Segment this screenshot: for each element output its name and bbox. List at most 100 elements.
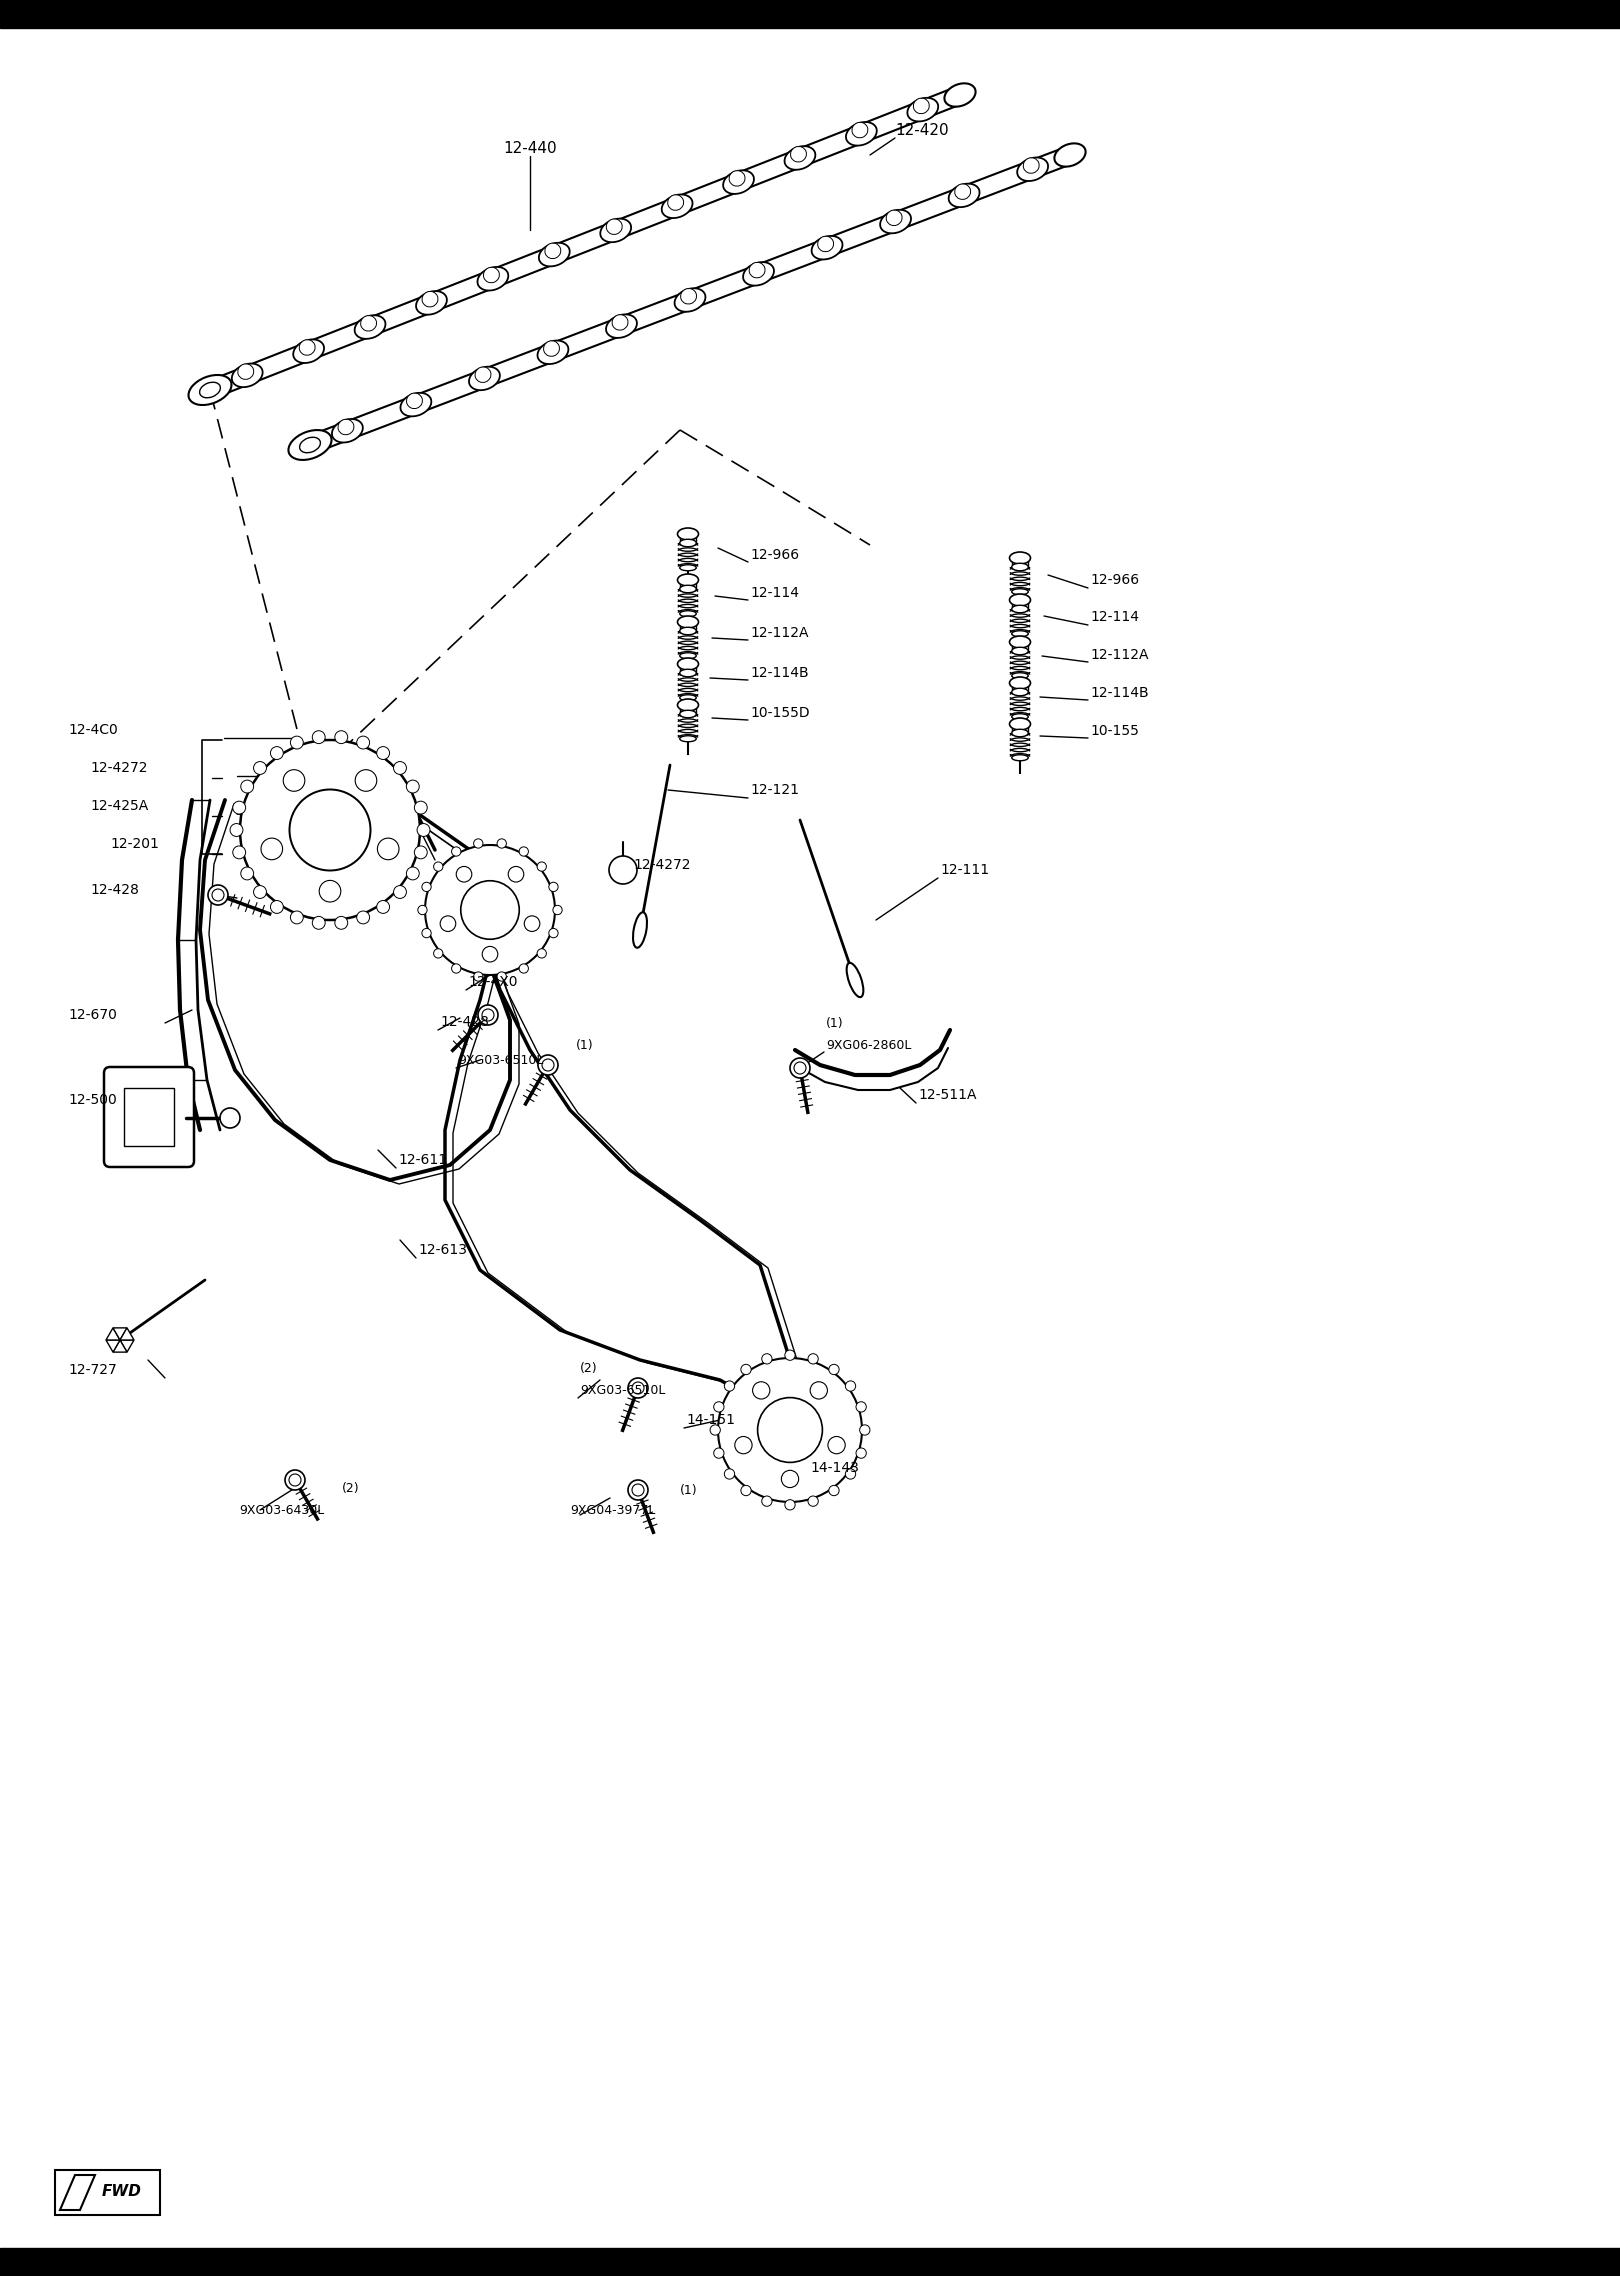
Text: 12-428: 12-428 [441, 1015, 489, 1029]
Circle shape [421, 883, 431, 892]
Circle shape [240, 740, 420, 920]
Circle shape [377, 901, 389, 913]
Ellipse shape [1012, 756, 1029, 760]
Text: 12-440: 12-440 [504, 141, 557, 155]
Ellipse shape [723, 171, 753, 193]
Ellipse shape [944, 84, 975, 107]
Text: 12-114B: 12-114B [1090, 685, 1149, 701]
Ellipse shape [232, 364, 262, 387]
Circle shape [313, 731, 326, 744]
Bar [1012, 601, 1029, 610]
Ellipse shape [680, 628, 697, 635]
Bar [0, 0, 1620, 27]
Text: 12-111: 12-111 [940, 863, 990, 876]
Circle shape [855, 1402, 867, 1411]
Circle shape [761, 1495, 773, 1507]
Ellipse shape [914, 98, 930, 114]
Circle shape [421, 929, 431, 938]
Circle shape [407, 867, 420, 881]
Ellipse shape [1012, 562, 1029, 571]
Text: 10-155: 10-155 [1090, 724, 1139, 737]
Ellipse shape [680, 564, 697, 571]
Ellipse shape [748, 262, 765, 278]
Text: 9XG03-6510L: 9XG03-6510L [458, 1054, 543, 1067]
Text: 12-428: 12-428 [91, 883, 139, 897]
Ellipse shape [677, 699, 698, 710]
Ellipse shape [544, 244, 561, 259]
Circle shape [460, 881, 520, 940]
Circle shape [525, 915, 539, 931]
Circle shape [290, 790, 371, 869]
Circle shape [710, 1425, 721, 1436]
Ellipse shape [288, 430, 332, 460]
Ellipse shape [416, 291, 447, 314]
Circle shape [212, 890, 224, 901]
Circle shape [220, 1108, 240, 1129]
Ellipse shape [729, 171, 745, 187]
Ellipse shape [293, 339, 324, 362]
Ellipse shape [300, 339, 316, 355]
Circle shape [415, 801, 428, 815]
Circle shape [452, 963, 460, 974]
Circle shape [452, 847, 460, 856]
Text: 14-143: 14-143 [810, 1461, 859, 1475]
Ellipse shape [680, 539, 697, 546]
Ellipse shape [667, 196, 684, 209]
Circle shape [846, 1468, 855, 1479]
Bar [1012, 683, 1029, 692]
Text: 12-114: 12-114 [750, 585, 799, 601]
Bar [680, 580, 697, 589]
Ellipse shape [1055, 143, 1085, 166]
Circle shape [632, 1484, 645, 1495]
Ellipse shape [847, 963, 863, 997]
Circle shape [808, 1354, 818, 1363]
Bar [1012, 642, 1029, 651]
Ellipse shape [677, 528, 698, 539]
Circle shape [518, 963, 528, 974]
Circle shape [609, 856, 637, 883]
Circle shape [394, 885, 407, 899]
Ellipse shape [400, 394, 431, 417]
Ellipse shape [744, 262, 774, 284]
Polygon shape [105, 1341, 120, 1352]
Text: FWD: FWD [102, 2185, 143, 2199]
Ellipse shape [188, 376, 232, 405]
Ellipse shape [674, 289, 705, 312]
Text: 12-613: 12-613 [418, 1243, 467, 1256]
Ellipse shape [1012, 728, 1029, 737]
Text: 12-201: 12-201 [110, 838, 159, 851]
Ellipse shape [1012, 715, 1029, 719]
Circle shape [290, 735, 303, 749]
Ellipse shape [680, 735, 697, 742]
Text: 9XG06-2860L: 9XG06-2860L [826, 1038, 912, 1052]
Circle shape [415, 847, 428, 858]
Ellipse shape [538, 341, 569, 364]
Ellipse shape [1017, 157, 1048, 182]
FancyBboxPatch shape [104, 1067, 194, 1168]
Ellipse shape [1009, 553, 1030, 564]
Text: 12-670: 12-670 [68, 1008, 117, 1022]
Circle shape [552, 906, 562, 915]
Text: 12-4272: 12-4272 [633, 858, 690, 872]
Ellipse shape [677, 574, 698, 585]
Circle shape [828, 1436, 846, 1454]
Ellipse shape [407, 394, 423, 410]
Text: 10-155D: 10-155D [750, 706, 810, 719]
Bar [680, 706, 697, 715]
Ellipse shape [1012, 589, 1029, 594]
Circle shape [497, 840, 507, 849]
Ellipse shape [355, 316, 386, 339]
Ellipse shape [677, 658, 698, 669]
Ellipse shape [1024, 157, 1038, 173]
Ellipse shape [949, 184, 980, 207]
Ellipse shape [300, 437, 321, 453]
Circle shape [784, 1500, 795, 1509]
Ellipse shape [544, 341, 559, 357]
Circle shape [753, 1382, 770, 1400]
Ellipse shape [784, 146, 815, 171]
Bar [0, 2249, 1620, 2276]
Ellipse shape [791, 146, 807, 162]
Ellipse shape [1012, 674, 1029, 678]
Ellipse shape [238, 364, 254, 380]
Bar [680, 665, 697, 674]
